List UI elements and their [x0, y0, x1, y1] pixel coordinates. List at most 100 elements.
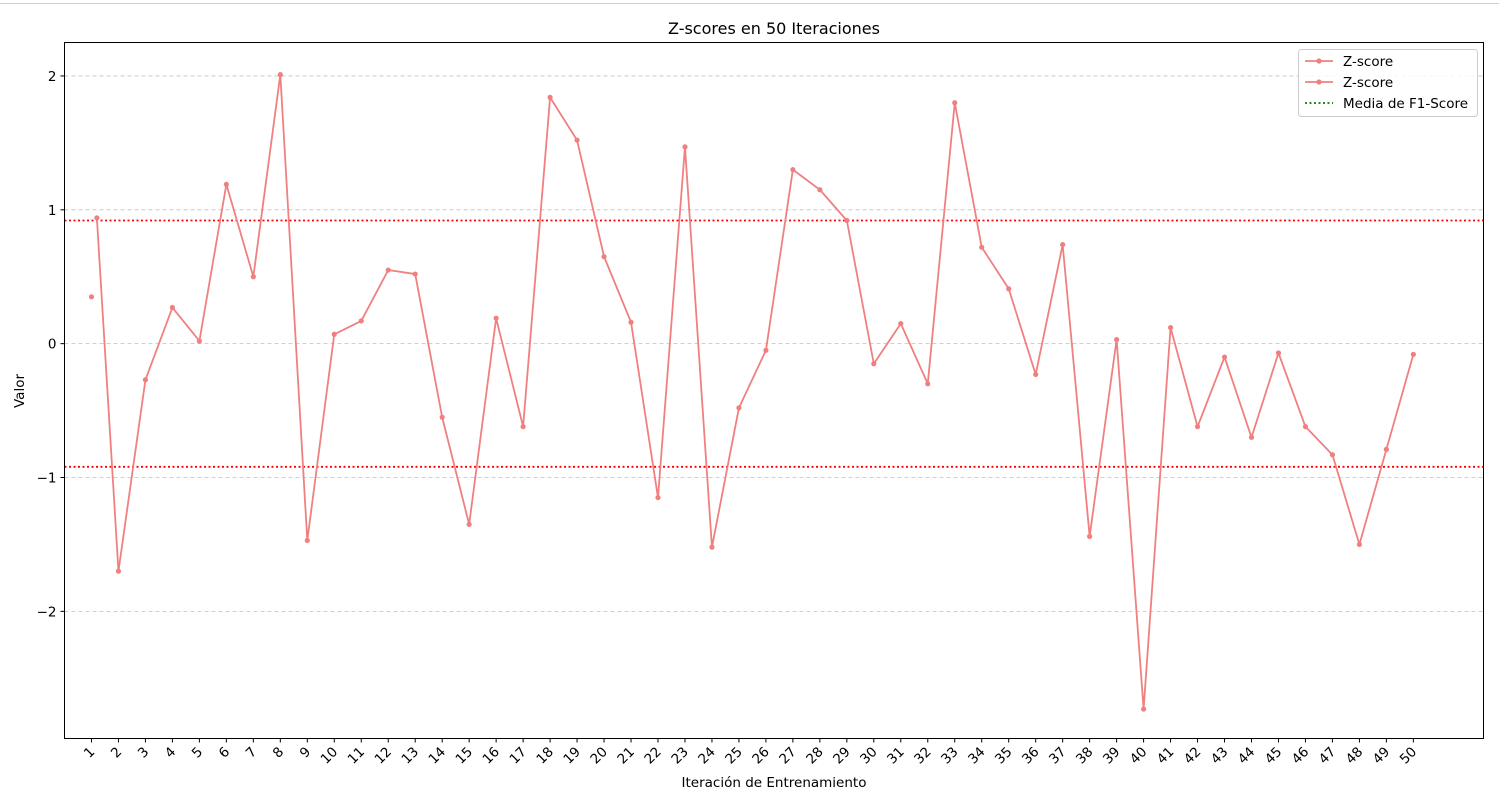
data-point — [1302, 424, 1309, 430]
x-tick-label: 46 — [1289, 744, 1312, 767]
data-point — [979, 244, 985, 250]
x-axis: 1 2 3 4 5 6 7 8 9 10 11 12 13 14 15 16 17 18 19 20 21 22 23 24 2… — [81, 738, 1420, 767]
x-tick-label: 13 — [399, 744, 422, 767]
data-point — [385, 267, 391, 273]
data-point — [466, 521, 472, 527]
x-tick-label: 18 — [533, 744, 556, 767]
x-tick-label: 43 — [1208, 744, 1231, 767]
data-point — [115, 568, 122, 574]
data-point — [1221, 354, 1228, 360]
data-point — [250, 274, 256, 280]
x-tick-label: 26 — [749, 744, 772, 767]
data-point — [142, 377, 149, 383]
data-point — [682, 144, 688, 150]
data-point — [412, 271, 418, 277]
x-tick-label: 41 — [1154, 744, 1177, 767]
data-point — [547, 94, 553, 100]
x-tick-label: 12 — [372, 744, 395, 767]
x-tick-label: 40 — [1127, 744, 1150, 767]
x-tick-label: 5 — [189, 744, 206, 761]
x-tick-label: 17 — [506, 744, 529, 767]
x-tick-label: 7 — [243, 744, 260, 761]
data-point — [520, 424, 526, 430]
x-tick-label: 44 — [1235, 744, 1258, 767]
x-tick-label: 14 — [426, 744, 449, 767]
x-tick-label: 21 — [614, 744, 637, 767]
data-point — [1114, 337, 1120, 343]
data-point — [196, 338, 202, 344]
data-point — [844, 217, 850, 224]
data-point — [1033, 371, 1039, 378]
legend: Z-score Z-score Media de F1-Score — [1298, 49, 1478, 117]
x-tick-label: 29 — [830, 744, 853, 767]
x-tick-label: 38 — [1073, 744, 1096, 767]
x-tick-label: 23 — [668, 744, 691, 767]
data-point — [1383, 446, 1389, 452]
y-tick-label: −2 — [37, 604, 57, 620]
series-line — [95, 73, 1415, 710]
data-point — [1275, 350, 1282, 356]
x-tick-label: 50 — [1397, 744, 1420, 767]
data-point — [1410, 351, 1416, 357]
data-point — [94, 215, 100, 221]
data-point — [1087, 533, 1093, 539]
data-point — [88, 294, 95, 300]
x-tick-label: 33 — [938, 744, 961, 767]
x-axis-label: Iteración de Entrenamiento — [682, 775, 867, 791]
x-tick-label: 4 — [162, 744, 179, 761]
x-tick-label: 28 — [803, 744, 826, 767]
x-tick-label: 42 — [1181, 744, 1204, 767]
data-point — [223, 181, 229, 187]
data-point — [1140, 706, 1147, 712]
grid-lines — [64, 75, 1484, 612]
x-tick-label: 37 — [1046, 744, 1069, 767]
y-tick-label: 0 — [48, 337, 57, 353]
legend-entry-z-score-1: Z-score — [1305, 54, 1393, 70]
x-tick-label: 24 — [695, 744, 718, 767]
x-tick-label: 31 — [884, 744, 907, 767]
x-tick-label: 8 — [270, 744, 287, 761]
data-point — [493, 315, 499, 321]
data-point — [817, 187, 823, 193]
data-point — [898, 320, 904, 327]
x-tick-label: 45 — [1262, 744, 1285, 767]
x-tick-label: 6 — [216, 744, 233, 761]
legend-marker — [1316, 79, 1322, 85]
data-point — [1248, 434, 1255, 440]
x-tick-label: 36 — [1019, 744, 1042, 767]
x-tick-label: 2 — [108, 744, 125, 761]
data-point — [925, 381, 931, 387]
chart-title: Z-scores en 50 Iteraciones — [668, 19, 880, 38]
x-tick-label: 10 — [318, 744, 341, 767]
x-tick-label: 1 — [81, 744, 98, 761]
data-point — [655, 494, 661, 501]
legend-marker — [1316, 58, 1322, 64]
data-point — [790, 167, 796, 173]
x-tick-label: 25 — [722, 744, 745, 767]
y-tick-label: 1 — [48, 203, 57, 219]
data-point — [763, 347, 769, 353]
data-point — [1060, 242, 1066, 248]
data-point — [1194, 424, 1201, 430]
x-tick-label: 20 — [587, 744, 610, 767]
x-tick-label: 48 — [1343, 744, 1366, 767]
y-axis: −2 −1 0 1 2 — [37, 69, 65, 620]
y-tick-label: 2 — [48, 69, 57, 85]
x-tick-label: 35 — [992, 744, 1015, 767]
x-tick-label: 15 — [453, 744, 476, 767]
data-point — [277, 72, 283, 78]
data-point — [331, 331, 337, 337]
data-point — [169, 304, 176, 311]
x-tick-label: 32 — [911, 744, 934, 767]
data-point — [358, 318, 364, 324]
x-tick-label: 49 — [1370, 744, 1393, 767]
window-top-border — [0, 0, 1499, 4]
data-point — [1006, 286, 1012, 292]
y-tick-label: −1 — [37, 471, 57, 487]
legend-label: Media de F1-Score — [1343, 96, 1468, 112]
x-tick-label: 3 — [135, 744, 152, 761]
x-tick-label: 16 — [479, 744, 502, 767]
x-tick-label: 9 — [297, 744, 314, 761]
legend-entry-media-f1: Media de F1-Score — [1305, 96, 1468, 112]
legend-label: Z-score — [1343, 54, 1393, 70]
